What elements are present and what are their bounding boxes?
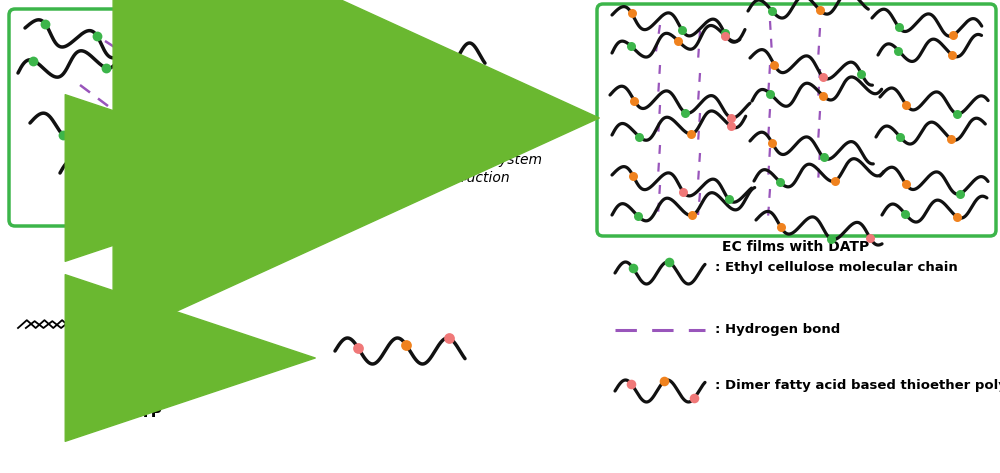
Point bbox=[949, 213, 965, 220]
Point bbox=[656, 377, 672, 385]
Point bbox=[350, 344, 366, 352]
Point bbox=[630, 212, 646, 220]
Point bbox=[762, 90, 778, 98]
Point bbox=[952, 190, 968, 198]
Text: : Dimer fatty acid based thioether polyol: : Dimer fatty acid based thioether polyo… bbox=[715, 379, 1000, 393]
Point bbox=[624, 9, 640, 17]
Point bbox=[853, 70, 869, 78]
Point bbox=[723, 123, 739, 130]
Point bbox=[225, 138, 241, 145]
Point bbox=[766, 61, 782, 69]
Point bbox=[723, 114, 739, 122]
Point bbox=[683, 130, 699, 138]
Text: O: O bbox=[160, 350, 166, 359]
Text: S: S bbox=[180, 291, 185, 301]
Point bbox=[944, 51, 960, 59]
Point bbox=[686, 394, 702, 402]
Point bbox=[717, 30, 733, 37]
Point bbox=[670, 37, 686, 45]
Text: Supramolecular system
reconstruction: Supramolecular system reconstruction bbox=[378, 153, 542, 185]
Point bbox=[37, 20, 53, 27]
Point bbox=[391, 56, 407, 64]
Text: OH: OH bbox=[169, 289, 182, 298]
Point bbox=[827, 177, 843, 184]
Text: DATP: DATP bbox=[118, 405, 162, 420]
Point bbox=[183, 127, 199, 134]
Point bbox=[890, 47, 906, 54]
Point bbox=[945, 32, 961, 39]
Text: OH: OH bbox=[187, 136, 202, 146]
Point bbox=[815, 92, 831, 100]
Point bbox=[442, 63, 458, 70]
Point bbox=[773, 223, 789, 231]
Text: O: O bbox=[160, 308, 166, 317]
Point bbox=[721, 195, 737, 203]
Text: [: [ bbox=[73, 125, 81, 144]
Point bbox=[898, 101, 914, 109]
Point bbox=[158, 52, 174, 59]
Text: O: O bbox=[160, 338, 166, 347]
Text: OH: OH bbox=[208, 362, 221, 371]
Point bbox=[631, 133, 647, 140]
Point bbox=[623, 380, 639, 387]
Point bbox=[812, 7, 828, 14]
Text: EC films with DATP: EC films with DATP bbox=[722, 240, 870, 254]
Point bbox=[398, 342, 414, 349]
Text: O: O bbox=[91, 143, 98, 153]
Point bbox=[684, 211, 700, 219]
Point bbox=[891, 23, 907, 31]
Text: : Ethyl cellulose molecular chain: : Ethyl cellulose molecular chain bbox=[715, 262, 958, 274]
Text: n: n bbox=[215, 155, 223, 165]
Point bbox=[677, 109, 693, 116]
Point bbox=[943, 135, 959, 143]
Point bbox=[625, 264, 641, 272]
Point bbox=[160, 147, 176, 155]
Point bbox=[625, 172, 641, 179]
Point bbox=[897, 210, 913, 218]
Point bbox=[626, 97, 642, 105]
Point bbox=[441, 155, 457, 162]
Text: OH: OH bbox=[206, 282, 219, 291]
Point bbox=[25, 57, 41, 64]
Point bbox=[816, 154, 832, 161]
Point bbox=[892, 133, 908, 141]
Point bbox=[674, 26, 690, 34]
Point bbox=[764, 139, 780, 147]
FancyBboxPatch shape bbox=[9, 9, 301, 226]
Point bbox=[346, 158, 362, 166]
Point bbox=[394, 157, 410, 164]
Point bbox=[823, 235, 839, 243]
Point bbox=[98, 64, 114, 71]
Text: S: S bbox=[182, 352, 187, 361]
Text: EC: EC bbox=[139, 251, 161, 266]
Point bbox=[772, 178, 788, 186]
FancyBboxPatch shape bbox=[597, 4, 996, 236]
Point bbox=[89, 32, 105, 39]
Point bbox=[116, 137, 132, 145]
Point bbox=[623, 43, 639, 50]
Point bbox=[661, 258, 677, 266]
Point bbox=[898, 181, 914, 188]
Text: : Hydrogen bond: : Hydrogen bond bbox=[715, 324, 840, 336]
Text: OH: OH bbox=[169, 354, 182, 363]
Point bbox=[675, 188, 691, 195]
Text: O: O bbox=[160, 298, 166, 307]
Text: O: O bbox=[126, 98, 134, 108]
Point bbox=[140, 44, 156, 51]
Text: Pure EC films: Pure EC films bbox=[103, 230, 207, 244]
Point bbox=[717, 32, 733, 40]
Text: ]: ] bbox=[206, 149, 214, 167]
Text: O: O bbox=[141, 171, 149, 181]
Point bbox=[764, 7, 780, 15]
Point bbox=[949, 110, 965, 117]
Point bbox=[82, 170, 98, 177]
Point bbox=[441, 334, 457, 342]
Point bbox=[862, 234, 878, 241]
Point bbox=[55, 131, 71, 139]
Point bbox=[815, 73, 831, 81]
